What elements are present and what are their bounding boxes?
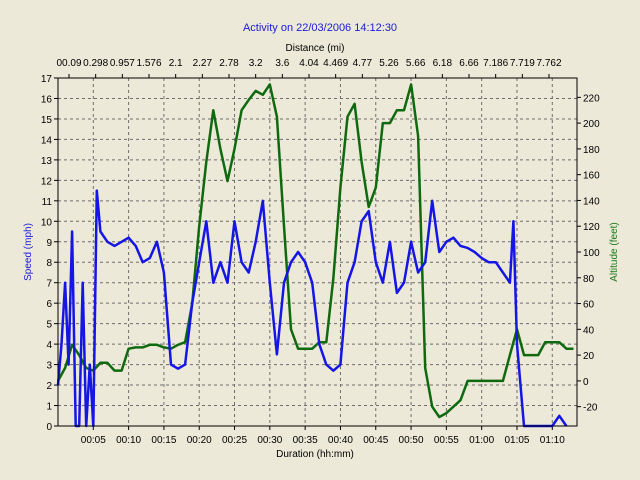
- left-tick-label: 14: [41, 135, 53, 146]
- top-tick-label: 6.18: [433, 58, 453, 69]
- left-tick-label: 1: [46, 402, 52, 413]
- left-tick-label: 16: [41, 94, 53, 105]
- left-tick-label: 12: [41, 176, 53, 187]
- plot-area: [58, 78, 577, 426]
- right-tick-label: 20: [583, 351, 595, 362]
- x-tick-label: 00:15: [151, 435, 176, 446]
- y-axis-right-label: Altitude (feet): [609, 222, 620, 281]
- speed-series-line: [56, 189, 568, 428]
- x-tick-label: 01:05: [504, 435, 529, 446]
- top-tick-label: 5.66: [406, 58, 426, 69]
- altitude-series-line: [56, 83, 574, 419]
- x-tick-label: 00:30: [257, 435, 282, 446]
- x-tick-label: 00:45: [363, 435, 388, 446]
- right-tick-label: 180: [583, 145, 600, 156]
- left-tick-label: 7: [46, 279, 52, 290]
- x-tick-label: 00:05: [81, 435, 106, 446]
- left-tick-label: 8: [46, 258, 52, 269]
- top-tick-label: 5.26: [379, 58, 399, 69]
- top-tick-label: 3.6: [275, 58, 289, 69]
- left-tick-label: 11: [42, 197, 53, 208]
- left-tick-label: 6: [46, 299, 52, 310]
- right-tick-label: 0: [583, 377, 589, 388]
- left-tick-label: 15: [41, 115, 53, 126]
- left-tick-label: 10: [41, 217, 53, 228]
- x-tick-label: 00:50: [399, 435, 424, 446]
- top-tick-label: 2.1: [169, 58, 183, 69]
- x-tick-label: 00:40: [328, 435, 353, 446]
- right-tick-label: 120: [583, 222, 600, 233]
- left-tick-label: 13: [41, 156, 53, 167]
- right-tick-label: 140: [583, 196, 600, 207]
- top-tick-label: 3.2: [249, 58, 263, 69]
- right-tick-label: -20: [583, 403, 598, 414]
- left-tick-label: 3: [46, 361, 52, 372]
- top-tick-label: 6.66: [459, 58, 479, 69]
- left-tick-label: 2: [46, 381, 52, 392]
- right-tick-label: 60: [583, 300, 595, 311]
- x-tick-label: 00:10: [116, 435, 141, 446]
- right-tick-label: 40: [583, 325, 595, 336]
- top-tick-label: 00.09: [56, 58, 81, 69]
- right-tick-label: 200: [583, 119, 600, 130]
- top-tick-label: 1.576: [136, 58, 161, 69]
- top-tick-label: 4.77: [353, 58, 373, 69]
- right-tick-label: 160: [583, 171, 600, 182]
- chart-title: Activity on 22/03/2006 14:12:30: [243, 22, 397, 34]
- left-tick-label: 5: [46, 320, 52, 331]
- top-tick-label: 2.27: [193, 58, 213, 69]
- right-tick-label: 220: [583, 93, 600, 104]
- x-tick-label: 00:35: [293, 435, 318, 446]
- x-tick-label: 01:00: [469, 435, 494, 446]
- x-tick-label: 00:25: [222, 435, 247, 446]
- top-tick-label: 4.04: [299, 58, 319, 69]
- top-tick-label: 4.469: [323, 58, 348, 69]
- x-tick-label: 01:10: [540, 435, 565, 446]
- x-tick-label: 00:20: [187, 435, 212, 446]
- top-tick-label: 7.719: [510, 58, 535, 69]
- top-tick-label: 0.957: [110, 58, 135, 69]
- left-tick-label: 9: [46, 238, 52, 249]
- right-tick-label: 100: [583, 248, 600, 259]
- left-tick-label: 17: [41, 74, 53, 85]
- x-axis-label: Duration (hh:mm): [276, 449, 354, 460]
- top-tick-label: 0.298: [83, 58, 108, 69]
- right-tick-label: 80: [583, 274, 595, 285]
- plot-frame: [57, 77, 578, 427]
- top-tick-label: 7.186: [483, 58, 508, 69]
- left-tick-label: 0: [46, 422, 52, 433]
- x-tick-label: 00:55: [434, 435, 459, 446]
- top-tick-label: 2.78: [219, 58, 239, 69]
- top-tick-label: 7.762: [536, 58, 561, 69]
- y-axis-left-label: Speed (mph): [23, 223, 34, 281]
- top-axis-label: Distance (mi): [286, 43, 345, 54]
- left-tick-label: 4: [46, 340, 52, 351]
